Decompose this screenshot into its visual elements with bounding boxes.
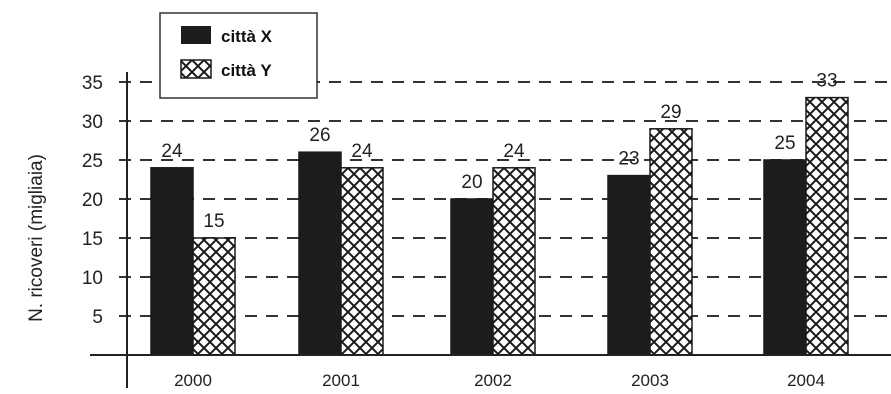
y-axis-label: N. ricoveri (migliaia) — [26, 154, 47, 322]
x-category-label: 2004 — [787, 371, 825, 390]
y-tick-label: 20 — [82, 190, 103, 211]
x-axis: 2000 2001 2002 2003 2004 — [90, 354, 891, 390]
bar-citta-y — [340, 167, 384, 356]
x-category-label: 2002 — [474, 371, 512, 390]
bar-citta-x — [298, 151, 342, 356]
bar-citta-x — [450, 198, 494, 356]
legend-label-x: città X — [221, 27, 273, 46]
x-category-label: 2001 — [322, 371, 360, 390]
data-label: 33 — [816, 71, 837, 92]
data-label: 25 — [774, 133, 795, 154]
x-category-label: 2000 — [174, 371, 212, 390]
legend: città X città Y — [159, 12, 318, 99]
bar-citta-y — [192, 237, 236, 356]
y-tick-label: 15 — [82, 229, 103, 250]
bar-citta-x — [150, 167, 194, 356]
y-tick-label: 25 — [82, 151, 103, 172]
bar-citta-x — [607, 174, 651, 356]
y-tick-label: 5 — [92, 307, 103, 328]
data-label: 23 — [618, 149, 639, 170]
legend-label-y: città Y — [221, 61, 272, 80]
data-label: 15 — [203, 211, 224, 232]
y-tick-label: 30 — [82, 112, 103, 133]
data-label: 24 — [161, 141, 183, 162]
data-label: 24 — [503, 141, 525, 162]
y-axis: 5 10 15 20 25 30 35 — [82, 72, 128, 388]
data-label: 20 — [461, 172, 482, 193]
bars: 24 15 26 24 20 24 23 29 25 33 — [150, 71, 849, 356]
bar-citta-y — [805, 96, 849, 356]
legend-swatch-y — [180, 59, 212, 79]
data-label: 24 — [351, 141, 373, 162]
data-label: 29 — [660, 102, 681, 123]
x-category-label: 2003 — [631, 371, 669, 390]
bar-citta-y — [649, 128, 693, 356]
bar-citta-x — [763, 159, 807, 356]
legend-swatch-x — [181, 26, 211, 44]
data-label: 26 — [309, 125, 330, 146]
bar-citta-y — [492, 167, 536, 356]
y-tick-label: 10 — [82, 268, 103, 289]
legend-box — [159, 12, 318, 99]
y-tick-label: 35 — [82, 73, 103, 94]
